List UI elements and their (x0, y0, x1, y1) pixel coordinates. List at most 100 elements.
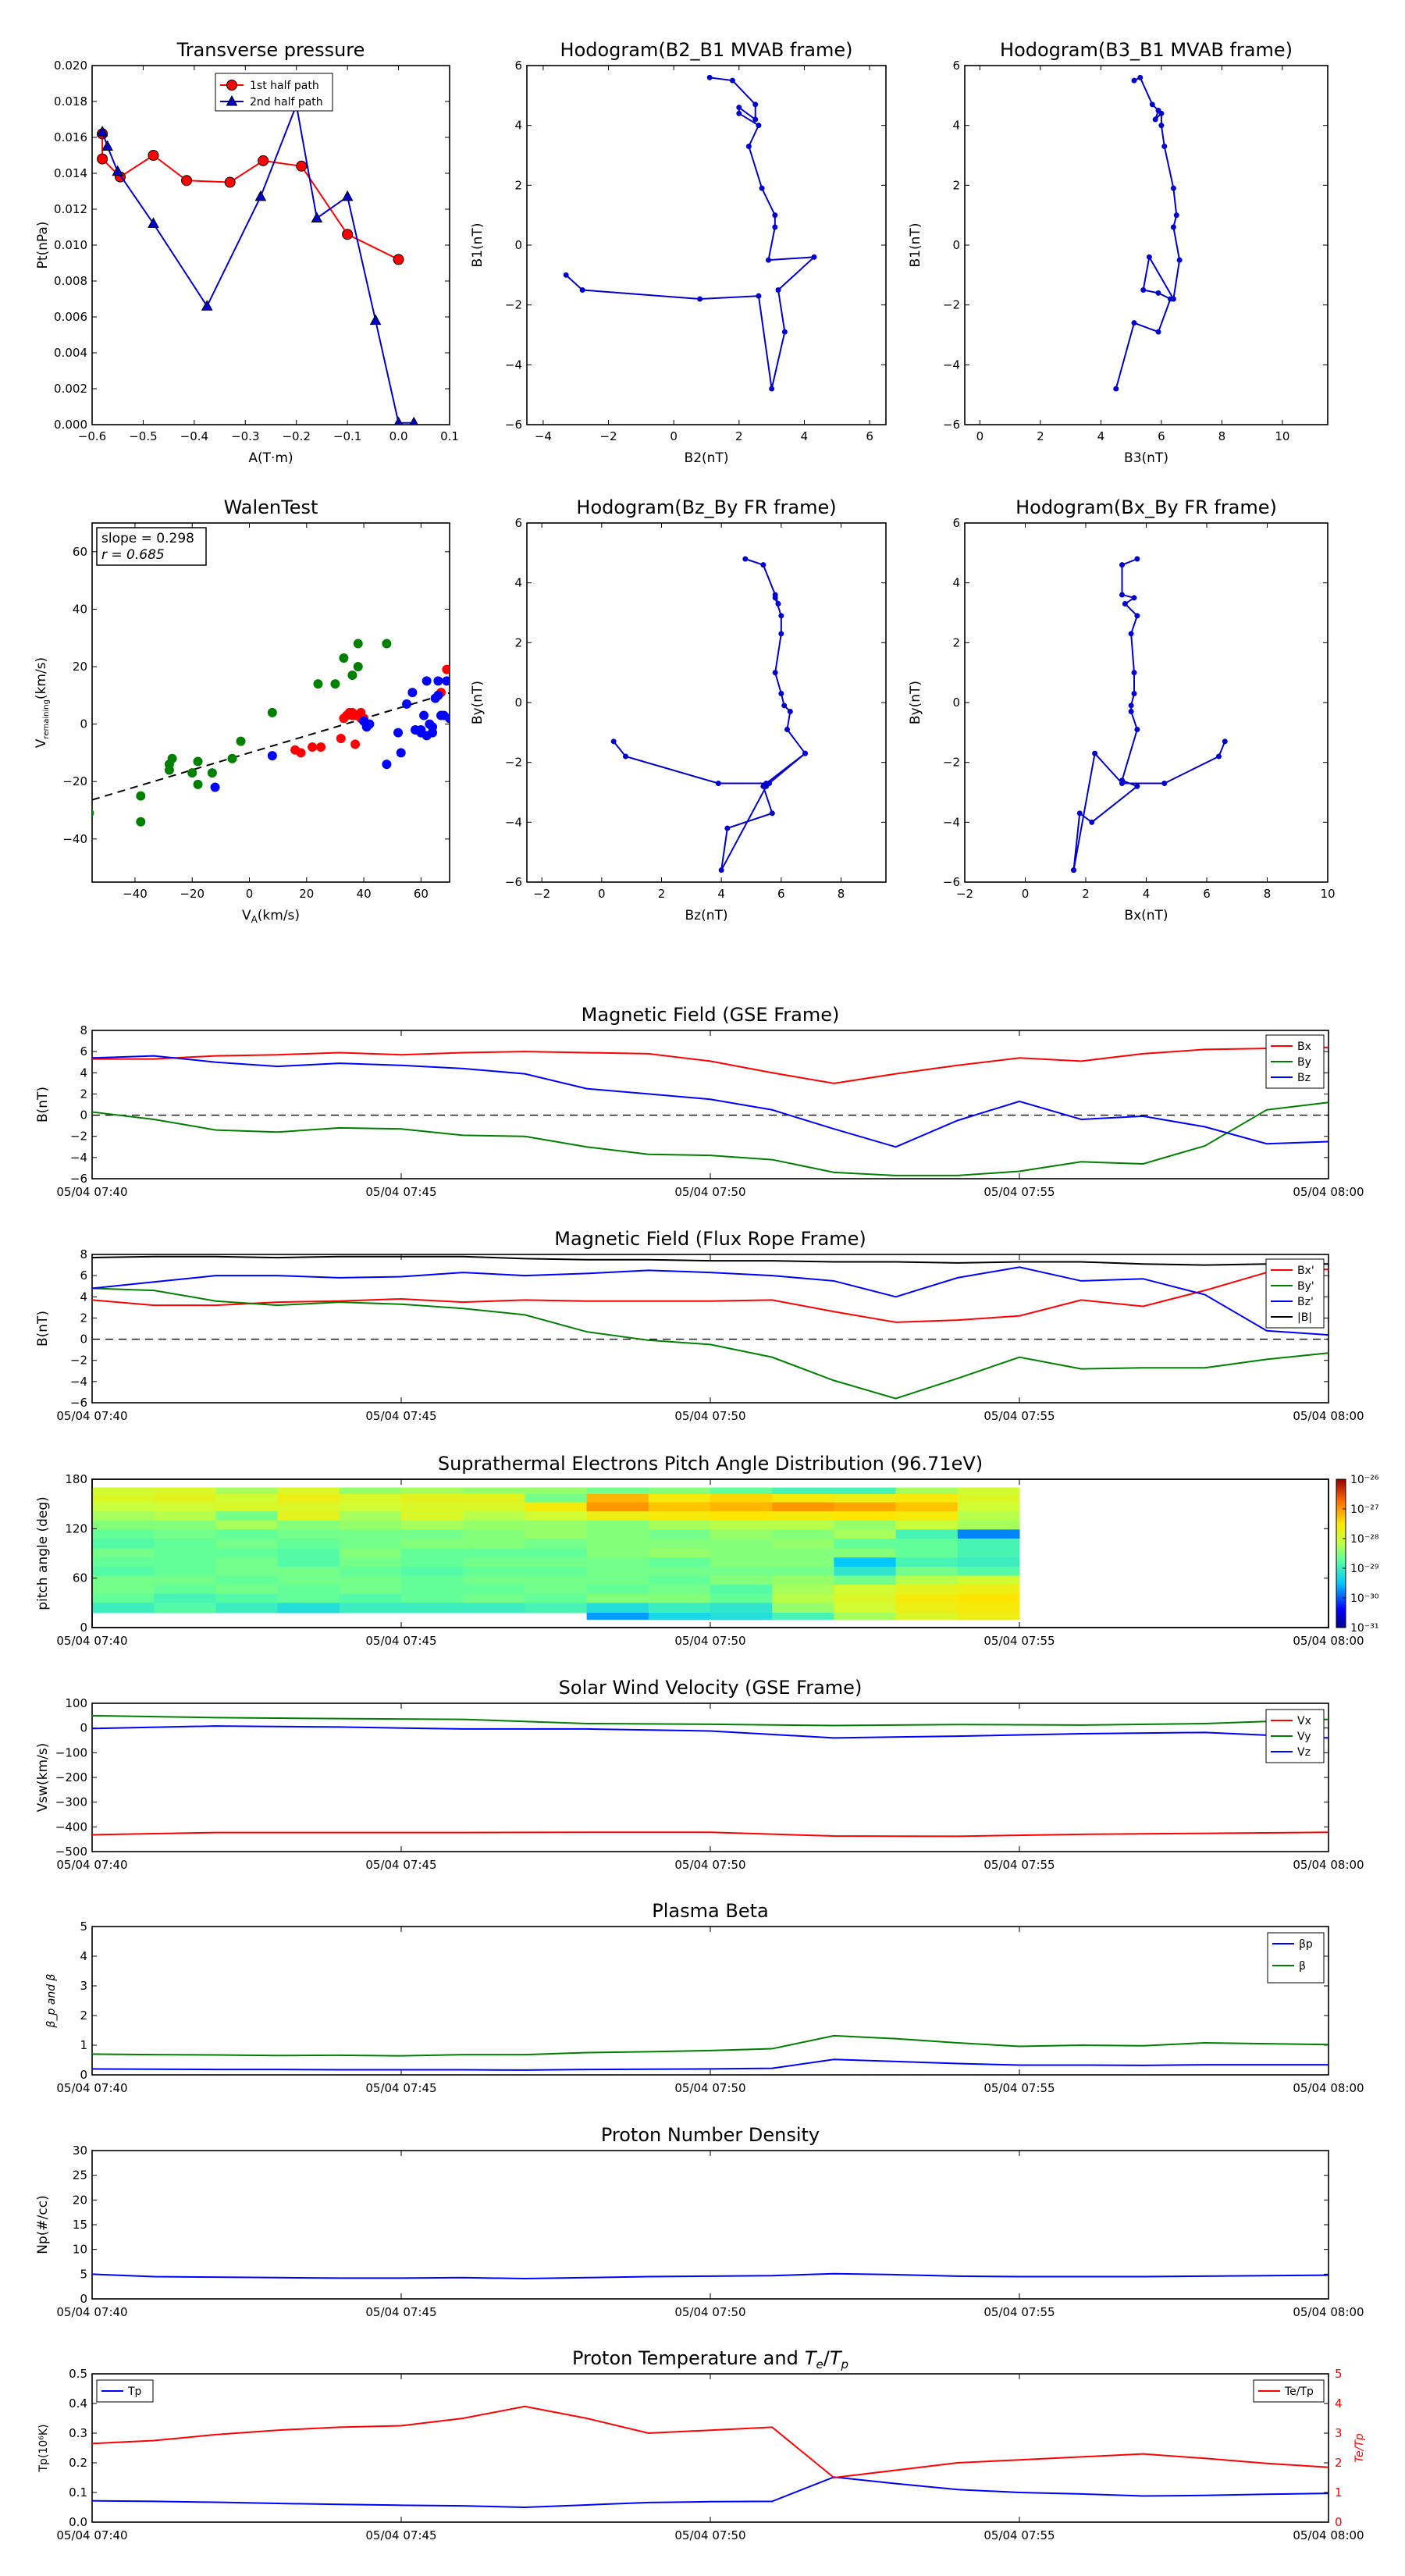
time-tick-label: 05/04 07:45 (365, 1185, 436, 1199)
heatmap-cell (339, 1575, 402, 1585)
heatmap-cell (834, 1585, 897, 1595)
legend-label: Bx' (1297, 1265, 1314, 1277)
y-tick-label: 20 (73, 2193, 87, 2207)
heatmap-cell (401, 1603, 464, 1614)
scatter-point (433, 690, 443, 700)
heatmap-cell (215, 1529, 279, 1539)
chart-title: Hodogram(Bz_By FR frame) (576, 496, 836, 518)
heatmap-cell (401, 1494, 464, 1503)
heatmap-cell (401, 1529, 464, 1539)
data-point (775, 287, 781, 293)
heatmap-cell (957, 1487, 1020, 1495)
data-point (781, 329, 788, 335)
colorbar-label: 10⁻²⁷ (1350, 1503, 1378, 1516)
y-tick-label: −100 (55, 1745, 87, 1759)
title-part-title_math: T (805, 2347, 818, 2369)
data-point (752, 101, 759, 108)
y-tick-label: 0 (80, 1721, 87, 1735)
y-tick-label: 8 (80, 1023, 87, 1037)
chart-title: WalenTest (224, 496, 318, 518)
time-tick-label: 05/04 07:55 (984, 1858, 1055, 1872)
heatmap-cell (215, 1539, 279, 1550)
legend-label: |B| (1297, 1311, 1312, 1324)
chart-h4: Hodogram(Bx_By FR frame) −2 0 2 4 6 8 10 −6 −4 −2 0… (908, 496, 1336, 923)
heatmap-cell (710, 1502, 773, 1512)
heatmap-cell (586, 1593, 649, 1603)
heatmap-cell (648, 1494, 711, 1503)
heatmap-cell (772, 1511, 834, 1521)
heatmap-cell (339, 1557, 402, 1567)
series-line (92, 1046, 1329, 1084)
data-point (781, 703, 788, 709)
x-axis-label: A(T·m) (248, 450, 293, 466)
scatter-point (308, 742, 318, 753)
chart-title: Hodogram(B2_B1 MVAB frame) (560, 39, 853, 61)
time-tick-label: 05/04 07:55 (984, 2528, 1055, 2542)
heatmap-cell (648, 1487, 711, 1495)
data-point (623, 753, 628, 760)
chart-pad: Suprathermal Electrons Pitch Angle Distr… (35, 1453, 1379, 1648)
heatmap-cell (215, 1593, 279, 1603)
time-tick-label: 05/04 07:50 (674, 1185, 745, 1199)
x-tick-label: −0.2 (282, 429, 310, 443)
series-line (91, 2034, 1329, 2057)
data-point (579, 287, 585, 293)
series-line (91, 1287, 1329, 1400)
series-line (91, 1725, 1329, 1739)
y2-tick-label: 3 (1335, 2426, 1343, 2440)
y-axis-label: By(nT) (908, 681, 923, 724)
legend-label: Te/Tp (1284, 2386, 1314, 2398)
heatmap-cell (772, 1593, 834, 1603)
y-axis-label: B1(nT) (908, 223, 923, 268)
heatmap-cell (154, 1487, 216, 1495)
x-tick-label: 10 (1320, 887, 1335, 901)
data-point (1158, 123, 1165, 129)
heatmap-cell (895, 1539, 959, 1550)
heatmap-cell (834, 1603, 897, 1614)
heatmap-cell (834, 1548, 897, 1558)
x-tick-label: 0 (1022, 887, 1030, 901)
y-tick-label: 100 (65, 1696, 87, 1710)
y-axis-label: Pt(nPa) (35, 222, 51, 269)
y-tick-label: 5 (80, 2267, 87, 2281)
y-tick-label: 2 (514, 178, 522, 192)
y-axis-label: B(nT) (35, 1311, 51, 1347)
heatmap-cell (215, 1511, 279, 1521)
y-tick-label: −4 (505, 815, 522, 829)
series-line (101, 101, 414, 424)
y-tick-label: 4 (952, 119, 960, 133)
heatmap-cell (401, 1585, 464, 1595)
heatmap-cell (772, 1585, 834, 1595)
time-tick-label: 05/04 07:55 (984, 1634, 1055, 1648)
heatmap-cell (957, 1575, 1020, 1585)
data-point (1131, 691, 1137, 696)
heatmap-cell (957, 1529, 1020, 1539)
heatmap-cell (92, 1539, 155, 1550)
chart-walen: WalenTest−40 −20 0 20 40 60−40−200204060VA(km… (34, 496, 450, 925)
chart-h3: Hodogram(Bz_By FR frame) −2 0 2 4 6 8 −6 −4 −2 0 2 4… (470, 496, 887, 923)
heatmap-cell (92, 1511, 155, 1521)
heatmap-cell (834, 1593, 897, 1603)
data-point (1140, 287, 1147, 293)
x-axis-label: Bz(nT) (685, 908, 727, 923)
plot-frame (91, 2373, 1329, 2523)
heatmap-cell (401, 1593, 464, 1603)
data-point (1173, 212, 1179, 219)
heatmap-cell (586, 1548, 649, 1558)
y2-tick-label: 0 (1335, 2515, 1343, 2529)
heatmap-cell (648, 1539, 711, 1550)
scatter-point (267, 707, 277, 717)
scatter-point (422, 676, 432, 686)
heatmap-cell (957, 1557, 1020, 1567)
x-tick-label: −2 (956, 887, 973, 901)
heatmap-cell (401, 1520, 464, 1530)
data-point-circle (97, 153, 108, 165)
y-tick-label: 6 (514, 59, 522, 73)
heatmap-cell (215, 1487, 279, 1495)
heatmap-cell (586, 1603, 649, 1614)
colorbar-label: 10⁻²⁹ (1350, 1563, 1379, 1575)
y-tick-label: −6 (505, 418, 522, 432)
y-axis-label-unit: (km/s) (34, 657, 49, 699)
data-point-triangle (409, 416, 418, 425)
